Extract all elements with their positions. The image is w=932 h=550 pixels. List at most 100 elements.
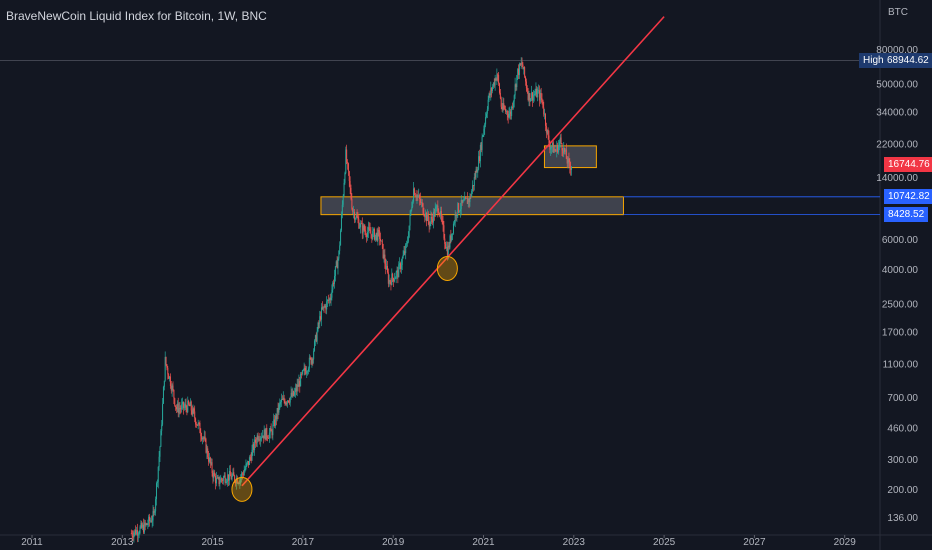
candle-body xyxy=(214,472,216,477)
candle-body xyxy=(156,481,158,484)
last-price-tag: 16744.76 xyxy=(884,156,932,172)
candle-body xyxy=(418,195,420,197)
candle-body xyxy=(172,385,174,390)
candle-body xyxy=(437,205,439,213)
candle-body xyxy=(152,511,154,521)
candle-body xyxy=(409,214,411,226)
candle-body xyxy=(269,428,271,433)
candle-body xyxy=(328,298,330,301)
candle-body xyxy=(228,474,230,481)
candle-body xyxy=(248,457,250,465)
candle-body xyxy=(304,367,306,371)
candle-body xyxy=(373,229,375,240)
candle-body xyxy=(439,211,441,216)
candle-body xyxy=(535,88,537,95)
candle-body xyxy=(482,135,484,137)
candle-body xyxy=(314,335,316,341)
candle-body xyxy=(255,442,257,444)
candle-body xyxy=(440,211,442,219)
candle-body xyxy=(176,403,178,410)
candle-body xyxy=(539,92,541,101)
candle-body xyxy=(490,88,492,96)
candle-body xyxy=(194,411,196,419)
candle-body xyxy=(551,147,553,148)
candle-body xyxy=(560,137,562,144)
candle-body xyxy=(518,68,520,75)
candle-body xyxy=(160,430,162,447)
zone-box xyxy=(320,196,624,216)
candle-body xyxy=(416,195,418,198)
candle-body xyxy=(406,241,408,244)
candle-body xyxy=(215,477,217,484)
candle-body xyxy=(441,218,443,221)
candle-body xyxy=(363,225,365,231)
candle-body xyxy=(394,277,396,280)
candle-body xyxy=(436,205,438,207)
candle-body xyxy=(250,457,252,461)
y-tick-label: 34000.00 xyxy=(876,108,918,119)
candle-body xyxy=(454,214,456,223)
candle-body xyxy=(379,230,381,239)
candle-body xyxy=(347,163,349,172)
candle-body xyxy=(204,436,206,440)
candle-body xyxy=(566,158,568,164)
candle-body xyxy=(297,384,299,387)
candle-body xyxy=(252,444,254,450)
y-tick-label: 4000.00 xyxy=(882,265,919,276)
candle-body xyxy=(375,232,377,235)
candle-body xyxy=(557,144,559,153)
candle-body xyxy=(359,227,361,229)
candle-body xyxy=(485,117,487,125)
candle-body xyxy=(202,437,204,440)
candle-body xyxy=(159,446,161,457)
candle-body xyxy=(230,476,232,480)
candle-body xyxy=(281,399,283,402)
candle-body xyxy=(393,278,395,282)
candle-body xyxy=(300,373,302,387)
candle-body xyxy=(564,147,566,152)
candle-body xyxy=(415,195,417,198)
y-tick-label: 700.00 xyxy=(887,393,918,404)
candle-body xyxy=(565,149,567,159)
candle-body xyxy=(326,301,328,310)
y-tick-label: 14000.00 xyxy=(876,173,918,184)
candle-body xyxy=(388,280,390,284)
candle-body xyxy=(559,137,561,142)
candle-body xyxy=(447,245,449,259)
candle-body xyxy=(445,243,447,249)
candle-body xyxy=(419,198,421,203)
candle-body xyxy=(571,166,573,170)
candle-body xyxy=(236,477,238,484)
candle-body xyxy=(468,199,470,202)
candle-body xyxy=(408,225,410,238)
candle-body xyxy=(208,457,210,462)
candle-body xyxy=(291,392,293,397)
candle-body xyxy=(506,111,508,115)
candle-body xyxy=(491,88,493,91)
candle-body xyxy=(393,279,395,282)
candle-body xyxy=(299,381,301,387)
candle-body xyxy=(548,135,550,146)
candle-body xyxy=(478,156,480,170)
candle-body xyxy=(368,227,370,230)
candle-body xyxy=(162,403,164,425)
candle-body xyxy=(412,201,414,208)
candle-body xyxy=(455,214,457,217)
candle-body xyxy=(523,67,525,70)
candle-body xyxy=(261,437,263,439)
y-tick-label: 80000.00 xyxy=(876,45,918,56)
candle-body xyxy=(235,477,237,484)
candle-body xyxy=(527,92,529,100)
candle-body xyxy=(484,124,486,129)
candle-body xyxy=(276,408,278,420)
candle-body xyxy=(562,150,564,154)
candle-body xyxy=(234,475,236,481)
candle-body xyxy=(218,477,220,485)
candle-body xyxy=(292,391,294,397)
candle-body xyxy=(402,255,404,259)
candle-body xyxy=(264,429,266,440)
candle-body xyxy=(389,280,391,282)
candle-body xyxy=(325,305,327,310)
y-tick-label: 1100.00 xyxy=(883,360,919,371)
